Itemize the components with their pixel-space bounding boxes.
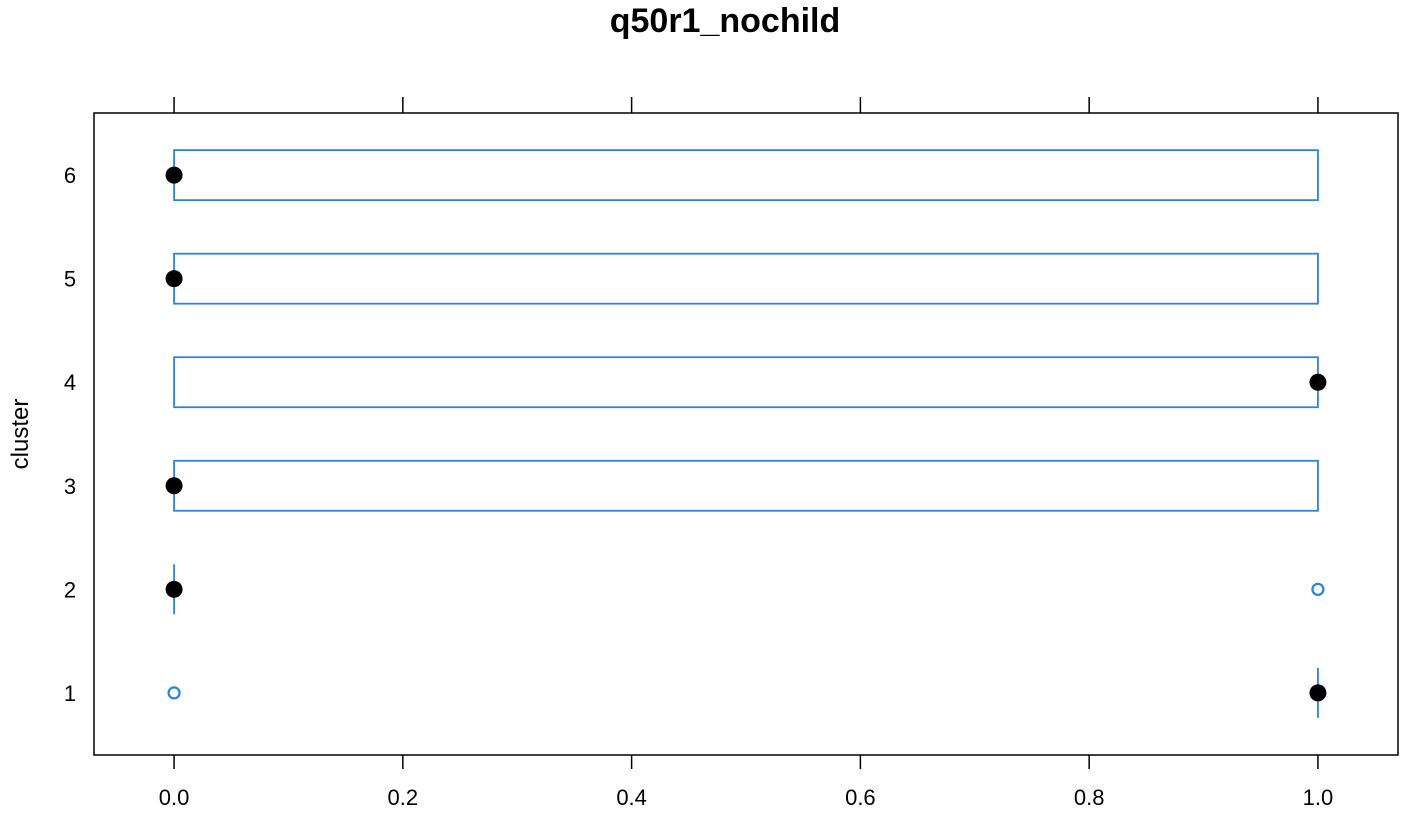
outlier-point	[167, 686, 181, 700]
median-point	[165, 270, 183, 288]
x-tick-label: 0.4	[616, 785, 647, 810]
x-tick-label: 1.0	[1303, 785, 1334, 810]
box-cluster-1	[167, 667, 1327, 718]
axis-ticks: 0.0 0.2 0.4 0.6 0.8 1.0 1 2 3 4 5 6	[64, 97, 1333, 810]
x-tick-label: 0.8	[1074, 785, 1105, 810]
y-tick-label: 5	[64, 267, 76, 292]
box-rect	[173, 252, 1319, 305]
box-rect	[173, 356, 1319, 409]
box-rect	[173, 459, 1319, 512]
box-cluster-6	[165, 149, 1319, 202]
y-tick-label: 4	[64, 370, 76, 395]
chart-title: q50r1_nochild	[610, 2, 841, 40]
x-tick-label: 0.6	[845, 785, 876, 810]
y-tick-label: 6	[64, 163, 76, 188]
y-axis-label: cluster	[7, 399, 34, 470]
y-tick-label: 1	[64, 681, 76, 706]
median-point	[165, 477, 183, 495]
box-cluster-5	[165, 252, 1319, 305]
chart-marks	[165, 149, 1327, 718]
y-tick-label: 3	[64, 474, 76, 499]
box-cluster-2	[165, 564, 1325, 615]
median-point	[165, 580, 183, 598]
y-tick-label: 2	[64, 577, 76, 602]
median-point	[1309, 684, 1327, 702]
plot-frame	[93, 112, 1399, 756]
x-tick-label: 0.0	[159, 785, 190, 810]
box-cluster-4	[173, 356, 1327, 409]
outlier-point	[1311, 582, 1325, 596]
median-point	[165, 166, 183, 184]
box-rect	[173, 149, 1319, 202]
median-point	[1309, 373, 1327, 391]
x-tick-label: 0.2	[388, 785, 419, 810]
box-cluster-3	[165, 459, 1319, 512]
